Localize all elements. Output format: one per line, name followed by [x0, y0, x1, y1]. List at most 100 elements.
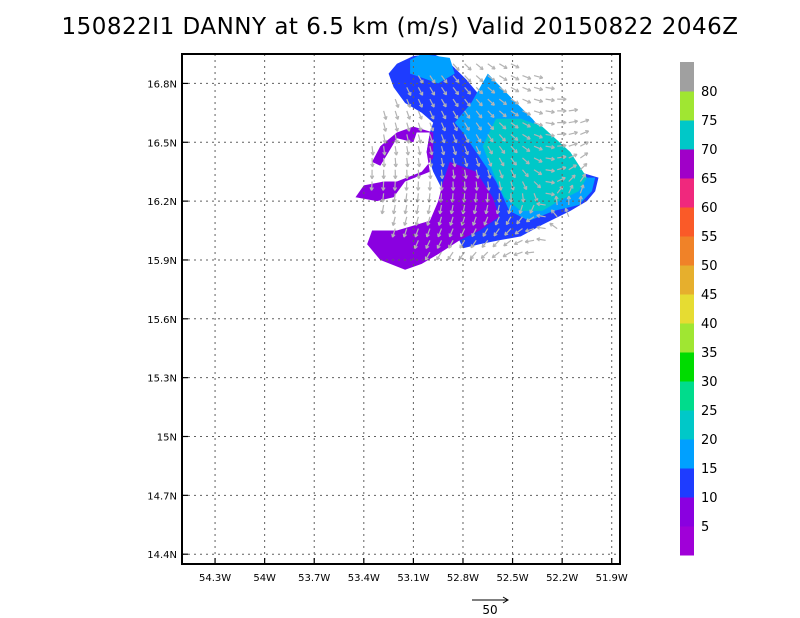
wind-arrow [461, 204, 466, 215]
wind-arrow [391, 204, 397, 215]
wind-arrow [382, 134, 387, 144]
wind-arrow [451, 169, 457, 180]
wind-arrow [480, 251, 489, 259]
wind-arrow [417, 122, 423, 132]
colorbar-segment [680, 207, 694, 237]
wind-arrow [578, 195, 583, 206]
wind-arrow [487, 157, 493, 167]
wind-arrow [499, 75, 508, 82]
wind-arrow [380, 204, 385, 215]
wind-arrow [498, 181, 503, 191]
wind-arrow [448, 240, 454, 249]
axis-tick-layer: 54.3W 54W 53.7W 53.4W 53.1W 52.8W 52.5W 52.2W 51… [147, 79, 628, 584]
wind-arrow [507, 204, 512, 215]
wind-arrow [533, 133, 543, 139]
wind-arrow [533, 169, 543, 176]
wind-arrow [557, 108, 567, 114]
wind-arrow [452, 122, 458, 132]
wind-arrow [392, 181, 398, 191]
wind-arrow [440, 134, 446, 144]
wind-arrow [382, 122, 388, 132]
colorbar-segment [680, 497, 694, 527]
wind-arrow [522, 133, 531, 140]
wind-arrow [513, 251, 523, 257]
wind-arrow [513, 239, 523, 246]
wind-arrow [406, 122, 411, 132]
wind-arrow [475, 75, 484, 83]
wind-arrow [510, 169, 516, 179]
wind-arrow [440, 122, 446, 132]
wind-arrow [482, 228, 489, 237]
wind-arrow [525, 228, 535, 233]
wind-arrow [475, 86, 484, 95]
wind-arrow [439, 181, 444, 191]
colorbar: 5 10 15 20 25 30 35 40 45 50 55 60 65 70 75 80 [680, 62, 718, 556]
wind-arrow [449, 216, 454, 226]
wind-arrow [499, 63, 508, 70]
wind-arrow [536, 201, 546, 207]
wind-arrow [381, 157, 387, 168]
x-tick-label: 52.8W [447, 573, 479, 584]
colorbar-label: 50 [701, 259, 718, 274]
wind-arrow [475, 98, 483, 107]
wind-arrow [417, 98, 423, 108]
wind-arrow [380, 193, 386, 203]
colorbar-label: 80 [701, 85, 718, 100]
plot-frame [181, 53, 621, 565]
wind-arrow [550, 209, 558, 218]
colorbar-label: 55 [701, 230, 718, 245]
wind-arrow [557, 120, 567, 125]
wind-arrow [510, 63, 520, 69]
wind-arrow [475, 157, 481, 167]
wind-arrow [436, 240, 443, 249]
wind-arrow [533, 86, 544, 92]
wind-arrow [487, 122, 495, 131]
wind-arrow [440, 146, 446, 156]
wind-arrow [437, 216, 443, 226]
wind-arrow [438, 204, 443, 215]
wind-arrow [556, 176, 566, 183]
vector-reference: 50 [472, 596, 509, 617]
wind-arrow [424, 251, 431, 261]
wind-arrow [484, 204, 489, 215]
wind-arrow [568, 107, 579, 113]
wind-arrow [545, 156, 555, 162]
colorbar-label: 75 [701, 114, 718, 129]
wind-arrow [498, 145, 506, 155]
wind-arrow [579, 184, 585, 194]
wind-arrow [533, 145, 543, 151]
x-tick-label: 52.2W [546, 573, 578, 584]
wind-arrow [487, 110, 495, 118]
wind-arrow [568, 130, 578, 136]
wind-arrow [452, 134, 458, 144]
wind-arrow [529, 204, 535, 214]
wind-arrow [458, 251, 466, 260]
wind-arrow [580, 118, 590, 124]
wind-arrow [524, 250, 535, 255]
wind-arrow [487, 75, 496, 82]
wind-arrow [464, 122, 470, 131]
wind-arrow [429, 98, 435, 108]
wind-arrow [545, 133, 555, 138]
wind-arrow [413, 240, 419, 250]
wind-arrow [436, 251, 443, 261]
y-tick-label: 15.6N [147, 315, 177, 326]
wind-arrow [428, 169, 433, 180]
wind-arrow [475, 63, 484, 71]
colorbar-segment [680, 410, 694, 440]
wind-arrow [487, 134, 494, 143]
wind-arrow [568, 184, 574, 194]
wind-arrow [429, 146, 434, 156]
colorbar-segment [680, 120, 694, 150]
wind-arrow [522, 75, 532, 80]
wind-arrow [427, 181, 433, 191]
wind-arrow [369, 181, 374, 191]
wind-arrow [518, 204, 524, 215]
wind-arrow [564, 207, 570, 218]
wind-arrow [426, 204, 431, 215]
wind-arrow [510, 157, 517, 166]
y-tick-label: 14.7N [147, 491, 177, 502]
wind-arrow [545, 109, 555, 115]
wind-arrow [557, 166, 567, 171]
colorbar-label: 25 [701, 404, 718, 419]
